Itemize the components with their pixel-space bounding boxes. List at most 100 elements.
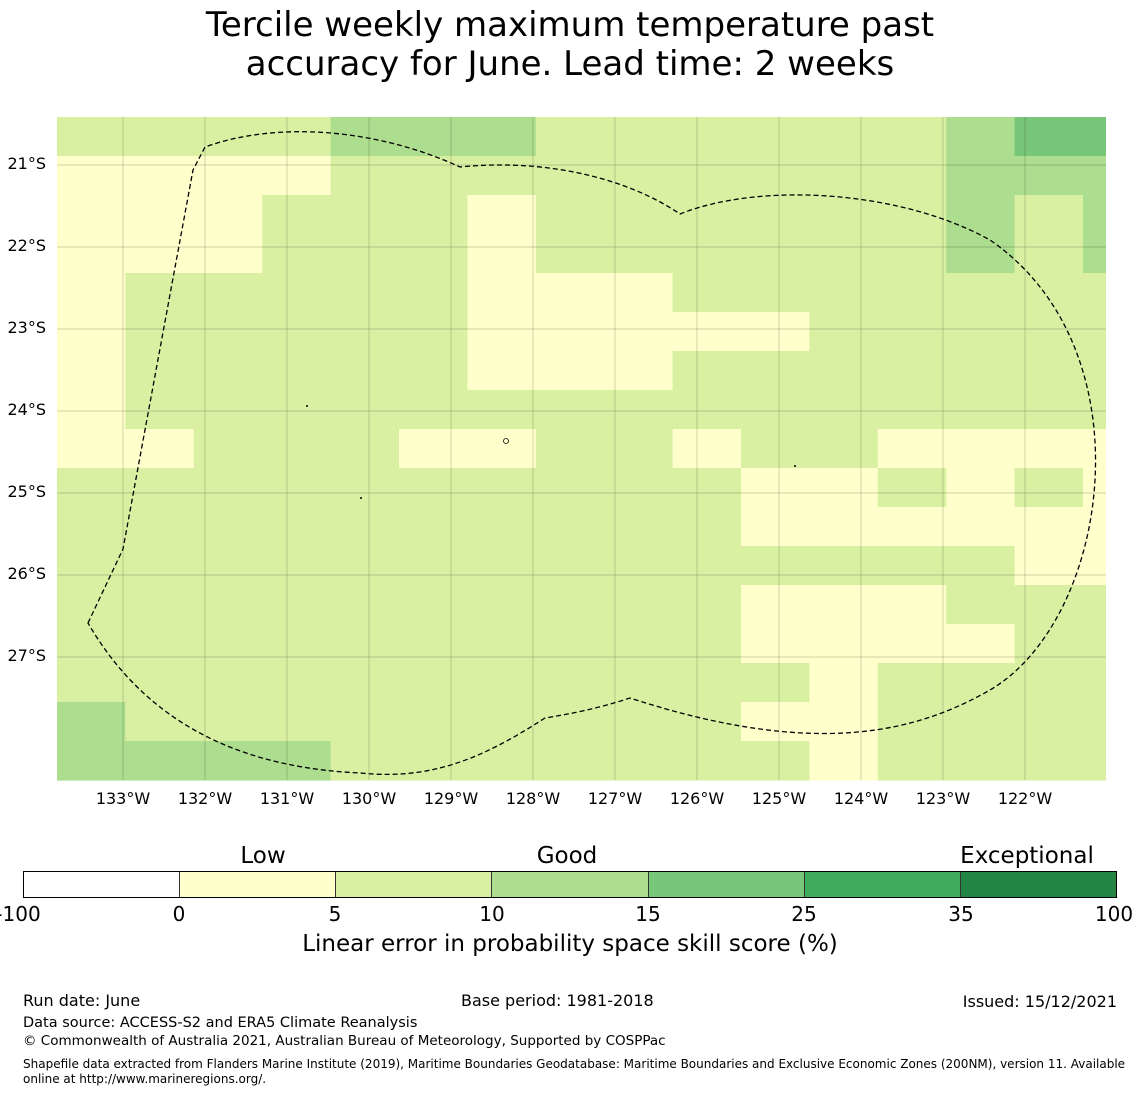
lon-label: 130°W [341,789,397,808]
grid-cell [467,351,537,391]
grid-cell [1083,507,1106,547]
grid-cell [193,507,263,547]
grid-cell [946,312,1016,352]
grid-cell [262,351,332,391]
grid-cell [193,156,263,196]
grid-cell [672,156,742,196]
grid-cell [877,351,947,391]
grid-cell [125,468,195,508]
grid-cell [125,702,195,742]
grid-cell [262,390,332,430]
grid-cell [741,702,810,742]
lon-label: 123°W [915,789,971,808]
grid-cell [467,624,537,664]
grid-cell [946,624,1016,664]
grid-cell [57,429,126,469]
grid-cell [877,741,947,781]
grid-cell [672,585,742,625]
grid-cell [330,273,400,313]
lon-label: 133°W [95,789,151,808]
grid-cell [1014,741,1084,781]
grid-cell [535,468,605,508]
lon-label: 122°W [997,789,1053,808]
grid-cell [877,195,947,235]
grid-cell [330,546,400,586]
grid-cell [57,468,126,508]
grid-cell [399,585,468,625]
colorbar-segment [492,872,649,897]
grid-cell [57,195,126,235]
grid-cell [330,429,400,469]
grid-cell [262,741,332,781]
grid-cell [125,312,195,352]
grid-cell [399,507,468,547]
grid-cell [193,234,263,274]
grid-cell [672,468,742,508]
grid-cell [57,273,126,313]
island-marker [306,405,308,407]
grid-cell [672,351,742,391]
grid-cell [262,624,332,664]
colorbar-segment [804,872,961,897]
grid-cell [1083,429,1106,469]
grid-cell [262,273,332,313]
grid-cell [946,195,1016,235]
grid-cell [330,468,400,508]
grid-cell [535,117,605,157]
colorbar-heading-good: Good [536,843,598,869]
grid-cell [672,234,742,274]
colorbar-segment [180,872,337,897]
grid-cell [330,156,400,196]
grid-cell [467,156,537,196]
grid-cell [57,546,126,586]
grid-cell [604,468,674,508]
grid-cell [467,312,537,352]
grid-cell [741,156,810,196]
grid-cell [467,507,537,547]
colorbar [23,871,1117,898]
grid-cell [467,546,537,586]
grid-cell [1083,546,1106,586]
grid-cell [1014,312,1084,352]
grid-cell [741,390,810,430]
grid-cell [125,585,195,625]
grid-cell [946,429,1016,469]
grid-cell [330,702,400,742]
grid-cell [604,663,674,703]
grid-cell [467,585,537,625]
colorbar-tick: -100 [0,902,41,926]
grid-cell [1014,117,1084,157]
grid-cell [399,390,468,430]
lat-label: 21°S [7,154,46,173]
grid-cell [57,663,126,703]
grid-cell [672,273,742,313]
grid-cell [809,468,879,508]
grid-cell [1014,234,1084,274]
grid-cell [467,390,537,430]
grid-cell [1014,156,1084,196]
grid-cell [604,546,674,586]
colorbar-tick: 100 [1094,902,1134,926]
lat-label: 26°S [7,564,46,583]
grid-cell [399,195,468,235]
grid-cell [809,624,879,664]
grid-cell [125,624,195,664]
grid-cell [535,546,605,586]
lat-label: 25°S [7,482,46,501]
grid-cell [809,663,879,703]
grid-cell [193,741,263,781]
grid-cell [809,390,879,430]
grid-cell [1014,702,1084,742]
grid-cell [535,390,605,430]
grid-cell [877,429,947,469]
run-date-text: Run date: June [23,991,141,1010]
grid-cell [604,390,674,430]
island-markers [306,405,796,499]
grid-cell [809,351,879,391]
grid-cell [809,429,879,469]
grid-cell [946,273,1016,313]
grid-cell [262,702,332,742]
grid-cell [262,195,332,235]
grid-cell [877,546,947,586]
lon-label: 126°W [669,789,725,808]
